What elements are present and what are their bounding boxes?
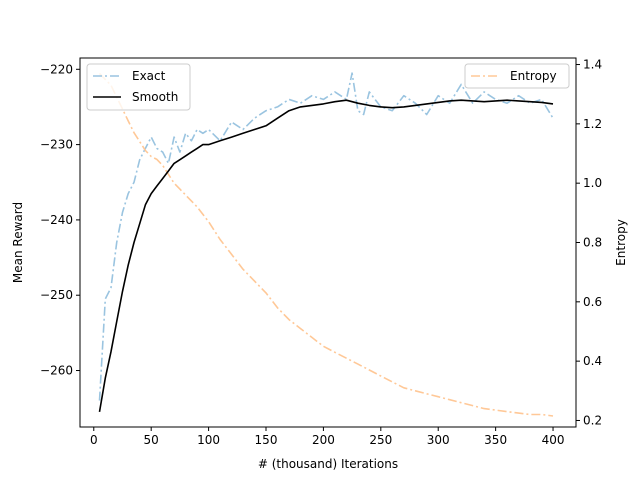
plot-lines [98, 72, 554, 417]
x-tick-label: 0 [90, 433, 98, 447]
series-smooth-line [98, 99, 554, 413]
y-right-axis-label: Entropy [614, 219, 628, 266]
series-entropy-line [98, 72, 554, 417]
y-right-tick-label: 0.8 [583, 236, 602, 250]
legend-smooth-label: Smooth [132, 90, 178, 104]
x-tick-label: 250 [369, 433, 392, 447]
y-left-tick-label: −260 [40, 364, 73, 378]
x-tick-label: 50 [144, 433, 159, 447]
x-axis-label: # (thousand) Iterations [258, 457, 398, 471]
axes: 0 50 100 150 200 250 300 350 400 −260 −250 −240 −230… [11, 57, 628, 471]
plot-frame [79, 57, 577, 428]
y-right-tick-label: 0.2 [583, 413, 602, 427]
y-left-tick-label: −240 [40, 213, 73, 227]
legend-exact-label: Exact [132, 69, 166, 83]
y-left-axis-label: Mean Reward [11, 202, 25, 283]
x-tick-label: 300 [427, 433, 450, 447]
y-right-tick-label: 0.6 [583, 295, 602, 309]
x-tick-label: 350 [484, 433, 507, 447]
legends: Exact Smooth Entropy [86, 63, 570, 111]
y-right-tick-label: 1.2 [583, 117, 602, 131]
legend-right: Entropy [464, 63, 570, 89]
series-exact-line [98, 72, 554, 401]
x-tick-label: 400 [542, 433, 565, 447]
y-right-tick-label: 1.4 [583, 58, 602, 72]
y-left-tick-label: −230 [40, 138, 73, 152]
legend-entropy-label: Entropy [510, 69, 557, 83]
x-tick-label: 150 [255, 433, 278, 447]
y-left-tick-label: −250 [40, 288, 73, 302]
legend-right-box [464, 63, 570, 89]
x-tick-label: 200 [312, 433, 335, 447]
legend-left: Exact Smooth [86, 63, 191, 111]
y-right-tick-label: 1.0 [583, 176, 602, 190]
x-tick-label: 100 [197, 433, 220, 447]
y-right-tick-label: 0.4 [583, 354, 602, 368]
y-left-tick-label: −220 [40, 62, 73, 76]
